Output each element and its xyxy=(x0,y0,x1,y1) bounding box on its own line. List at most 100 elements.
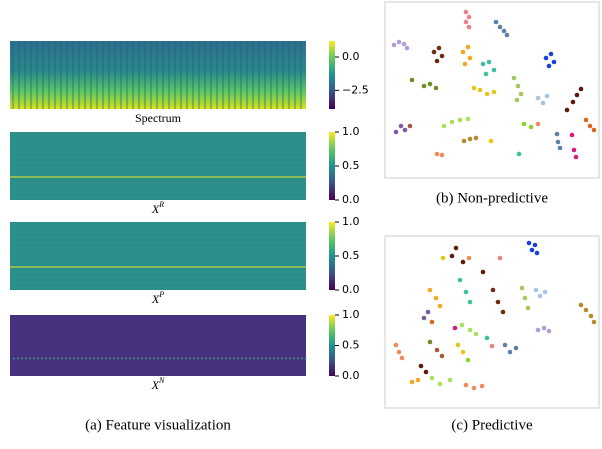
heatmap-dot xyxy=(125,357,127,360)
dot xyxy=(421,83,427,89)
dot xyxy=(404,45,410,51)
map-label: XP xyxy=(151,290,164,306)
dot xyxy=(483,71,489,77)
heatmap-texture xyxy=(10,222,306,290)
heatmap-dot xyxy=(77,357,79,360)
scatter-frame xyxy=(384,235,600,409)
heatmap-dot xyxy=(237,357,239,360)
dot xyxy=(434,151,440,157)
label-text: X xyxy=(151,202,160,216)
heatmap-dot xyxy=(289,357,291,360)
label-superscript: R xyxy=(158,200,164,209)
dot xyxy=(542,289,548,295)
heatmap-dot xyxy=(285,357,287,360)
dot xyxy=(511,75,517,81)
colorbar-tick-label: 0.0 xyxy=(342,369,360,382)
dot xyxy=(495,299,501,305)
dot xyxy=(546,328,552,334)
dot xyxy=(409,77,415,83)
heatmap-dot xyxy=(17,357,19,360)
heatmap-dot xyxy=(293,357,295,360)
dot xyxy=(507,349,513,355)
heatmap-dot xyxy=(225,357,227,360)
dot xyxy=(591,319,597,325)
heatmap-dot xyxy=(57,357,59,360)
heatmap-dot xyxy=(249,357,251,360)
heatmap-dot xyxy=(269,357,271,360)
heatmap-texture xyxy=(10,132,306,200)
heatmap-dot xyxy=(213,357,215,360)
heatmap-dot xyxy=(73,357,75,360)
heatmap-dot xyxy=(245,357,247,360)
dot xyxy=(578,302,584,308)
heatmap-dot xyxy=(93,357,95,360)
colorbar-tick-label: 0.0 xyxy=(342,193,360,206)
dot xyxy=(429,375,435,381)
heatmap-dot xyxy=(217,357,219,360)
dot xyxy=(460,49,466,55)
heatmap-dot xyxy=(301,357,303,360)
dot xyxy=(427,339,433,345)
dot xyxy=(434,347,440,353)
dot xyxy=(521,121,527,127)
dot xyxy=(574,92,580,98)
label-text: X xyxy=(151,378,160,392)
heatmap xyxy=(10,315,306,376)
dot xyxy=(571,147,577,153)
heatmap-dot xyxy=(305,357,307,360)
dot xyxy=(425,309,431,315)
heatmap-dot xyxy=(161,357,163,360)
dot xyxy=(548,51,554,57)
dot xyxy=(439,353,445,359)
dot xyxy=(587,123,593,129)
dot xyxy=(543,55,549,61)
dot xyxy=(415,377,421,383)
heatmap-dot xyxy=(49,357,51,360)
scatter-b xyxy=(391,9,597,160)
heatmap-dot xyxy=(253,357,255,360)
dot xyxy=(401,41,407,47)
dot xyxy=(465,357,471,363)
dot xyxy=(516,151,522,157)
heatmap-dot xyxy=(157,357,159,360)
dot xyxy=(393,342,399,348)
dot xyxy=(515,83,521,89)
caption: (b) Non-predictive xyxy=(436,190,548,206)
dot xyxy=(522,295,528,301)
heatmap-dot xyxy=(101,357,103,360)
dot xyxy=(441,123,447,129)
colorbar-tick-label: 0.5 xyxy=(342,249,360,262)
dot xyxy=(440,255,446,261)
colorbar-tick-label: 0.5 xyxy=(342,159,360,172)
heatmap-dot xyxy=(233,357,235,360)
dot xyxy=(396,39,402,45)
dot xyxy=(473,135,479,141)
dot xyxy=(591,127,597,133)
heatmap-dot xyxy=(25,357,27,360)
label-text: Spectrum xyxy=(135,111,182,125)
label-text: X xyxy=(151,292,160,306)
dot xyxy=(537,293,543,299)
heatmap-dot xyxy=(205,357,207,360)
heatmap-dot xyxy=(209,357,211,360)
dot xyxy=(583,117,589,123)
colorbar-tick-label: −2.5 xyxy=(342,83,369,96)
dot xyxy=(535,95,541,101)
heatmap-dot xyxy=(65,357,67,360)
colorbar xyxy=(329,41,335,109)
dot xyxy=(500,309,506,315)
dot xyxy=(466,255,472,261)
dot xyxy=(544,93,550,99)
dot xyxy=(467,299,473,305)
heatmap-dot xyxy=(117,357,119,360)
heatmap-dot xyxy=(61,357,63,360)
scatter-frame xyxy=(384,1,600,179)
heatmap-dot xyxy=(149,357,151,360)
dot xyxy=(477,87,483,93)
dot xyxy=(501,28,507,34)
dot xyxy=(480,269,486,275)
heatmap-dot xyxy=(185,357,187,360)
colorbar-tick-label: 0.5 xyxy=(342,339,360,352)
dot xyxy=(449,119,455,125)
colorbar xyxy=(329,315,335,376)
